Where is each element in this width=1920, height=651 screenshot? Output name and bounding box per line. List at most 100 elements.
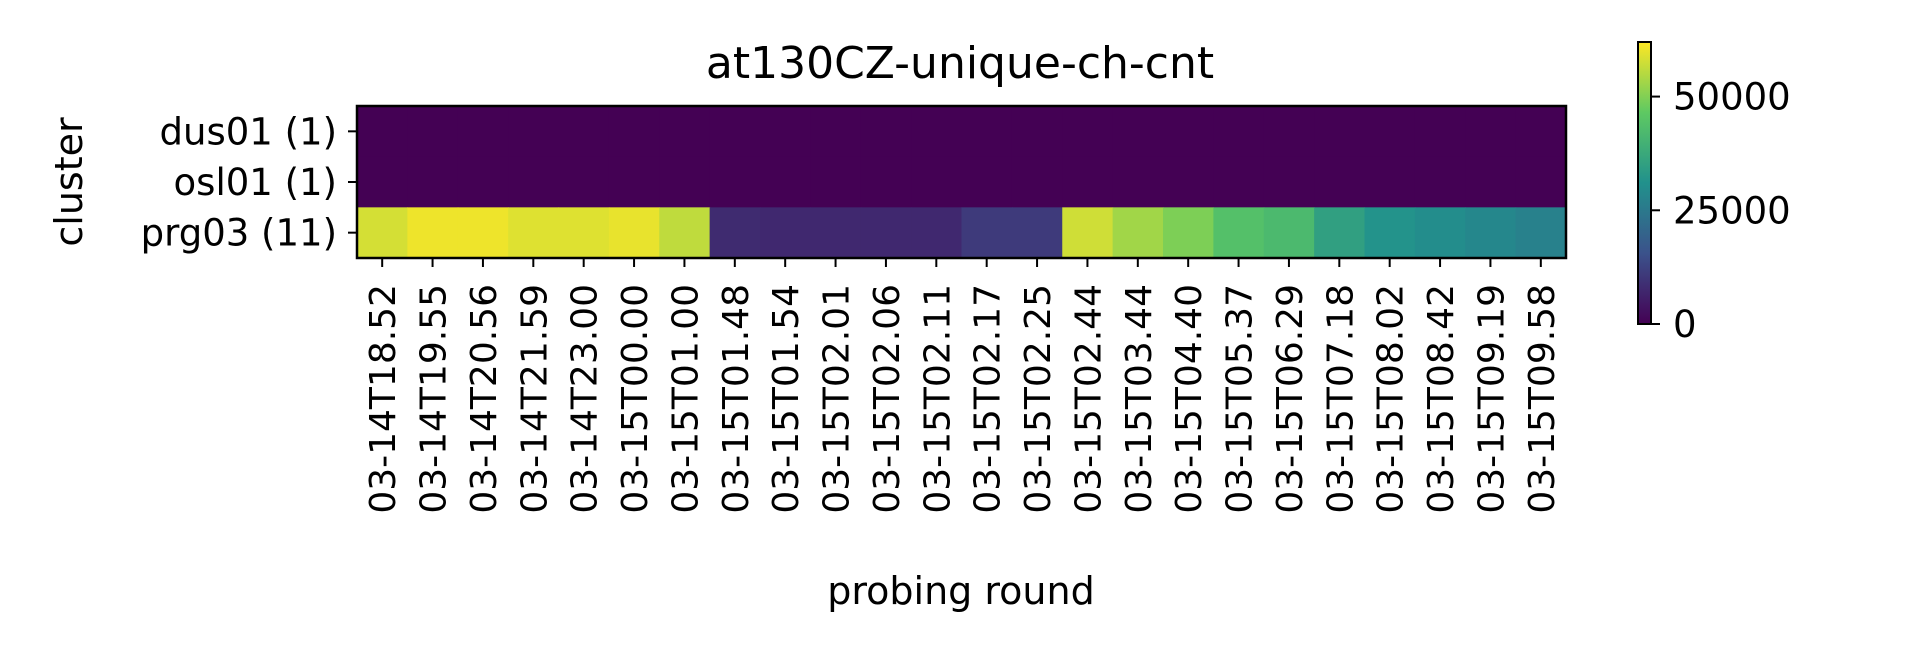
heatmap-cell	[760, 207, 811, 259]
x-tick-label: 03-15T02.25	[1018, 284, 1059, 514]
heatmap-cell	[608, 207, 660, 259]
heatmap-cell	[709, 106, 761, 158]
heatmap-cell	[357, 106, 408, 158]
heatmap-cell	[1213, 207, 1265, 259]
heatmap-cell	[1011, 106, 1063, 158]
x-tick-label: 03-15T05.37	[1220, 284, 1261, 514]
heatmap-cell	[1414, 156, 1466, 208]
heatmap-cell	[810, 156, 862, 208]
heatmap-cell	[1414, 207, 1466, 259]
heatmap-cell	[961, 106, 1013, 158]
heatmap-cell	[1163, 106, 1214, 158]
y-axis-label: cluster	[47, 117, 91, 247]
heatmap-cell	[1465, 207, 1517, 259]
heatmap-cell	[1263, 207, 1315, 259]
y-tick-labels: dus01 (1) osl01 (1) prg03 (11)	[141, 110, 357, 255]
chart-title: at130CZ-unique-ch-cnt	[706, 38, 1214, 89]
heatmap-cell	[1213, 156, 1265, 208]
colorbar-tick-label: 0	[1673, 303, 1697, 346]
x-tick-label: 03-15T09.19	[1471, 284, 1512, 514]
x-tick-label: 03-15T02.11	[917, 284, 958, 514]
colorbar-tick-label: 50000	[1673, 76, 1791, 119]
heatmap-cell	[457, 156, 509, 208]
heatmap-cells	[357, 106, 1567, 259]
heatmap-cell	[659, 106, 711, 158]
heatmap-cell	[961, 156, 1013, 208]
heatmap-cell	[558, 156, 610, 208]
y-tick-label: prg03 (11)	[141, 212, 337, 255]
heatmap-cell	[860, 106, 912, 158]
heatmap-cell	[1011, 207, 1063, 259]
heatmap-cell	[608, 156, 660, 208]
heatmap-cell	[659, 207, 711, 259]
heatmap-cell	[911, 156, 963, 208]
heatmap-cell	[760, 156, 811, 208]
heatmap-cell	[407, 207, 459, 259]
heatmap-cell	[961, 207, 1013, 259]
heatmap-cell	[659, 156, 711, 208]
heatmap-cell	[508, 106, 560, 158]
x-tick-label: 03-15T02.44	[1068, 284, 1109, 514]
heatmap-cell	[1213, 106, 1265, 158]
heatmap-cell	[709, 156, 761, 208]
colorbar: 0 25000 50000	[1637, 41, 1791, 346]
heatmap-cell	[1515, 207, 1567, 259]
heatmap-cell	[457, 207, 509, 259]
heatmap-cell	[608, 106, 660, 158]
heatmap-cell	[1163, 207, 1214, 259]
x-tick-label: 03-15T04.40	[1169, 284, 1210, 514]
heatmap-cell	[810, 106, 862, 158]
heatmap-cell	[1062, 106, 1114, 158]
heatmap-cell	[810, 207, 862, 259]
heatmap-cell	[1112, 207, 1164, 259]
y-tick-label: osl01 (1)	[174, 161, 337, 204]
heatmap-cell	[1112, 106, 1164, 158]
heatmap-cell	[1062, 207, 1114, 259]
heatmap-cell	[1465, 106, 1517, 158]
x-tick-label: 03-15T02.01	[817, 284, 858, 514]
heatmap-cell	[357, 207, 408, 259]
heatmap-cell	[709, 207, 761, 259]
heatmap-cell	[1263, 106, 1315, 158]
heatmap-cell	[357, 156, 408, 208]
heatmap-cell	[1062, 156, 1114, 208]
heatmap-cell	[911, 106, 963, 158]
x-tick-label: 03-14T18.52	[363, 284, 404, 514]
x-tick-label: 03-15T01.48	[716, 284, 757, 514]
x-tick-label: 03-15T01.00	[665, 284, 706, 514]
heatmap-cell	[1414, 106, 1466, 158]
heatmap-cell	[1465, 156, 1517, 208]
heatmap-cell	[1011, 156, 1063, 208]
heatmap-cell	[1263, 156, 1315, 208]
y-tick-label: dus01 (1)	[160, 110, 337, 153]
x-tick-label: 03-15T01.54	[766, 284, 807, 514]
x-tick-label: 03-14T19.55	[414, 284, 455, 514]
x-tick-label: 03-15T06.29	[1270, 284, 1311, 514]
x-tick-label: 03-15T00.00	[615, 284, 656, 514]
colorbar-ticks: 0 25000 50000	[1651, 76, 1791, 346]
heatmap-cell	[407, 106, 459, 158]
x-tick-labels: 03-14T18.52 03-14T19.55 03-14T20.56 03-14T2…	[363, 258, 1563, 514]
heatmap-cell	[760, 106, 811, 158]
heatmap-cell	[911, 207, 963, 259]
heatmap-cell	[508, 156, 560, 208]
heatmap-cell	[407, 156, 459, 208]
heatmap-cell	[558, 207, 610, 259]
heatmap-cell	[1314, 106, 1366, 158]
x-tick-label: 03-14T23.00	[565, 284, 606, 514]
heatmap-cell	[1364, 156, 1416, 208]
heatmap-cell	[1515, 106, 1567, 158]
heatmap-cell	[558, 106, 610, 158]
heatmap-cell	[1314, 207, 1366, 259]
heatmap-cell	[1163, 156, 1214, 208]
heatmap-cell	[1364, 106, 1416, 158]
colorbar-gradient	[1637, 41, 1652, 325]
heatmap-cell	[508, 207, 560, 259]
heatmap-cell	[1314, 156, 1366, 208]
heatmap-cell	[457, 106, 509, 158]
heatmap-cell	[1112, 156, 1164, 208]
x-tick-label: 03-15T02.06	[867, 284, 908, 514]
x-tick-label: 03-15T03.44	[1119, 284, 1160, 514]
x-tick-label: 03-14T20.56	[464, 284, 505, 514]
